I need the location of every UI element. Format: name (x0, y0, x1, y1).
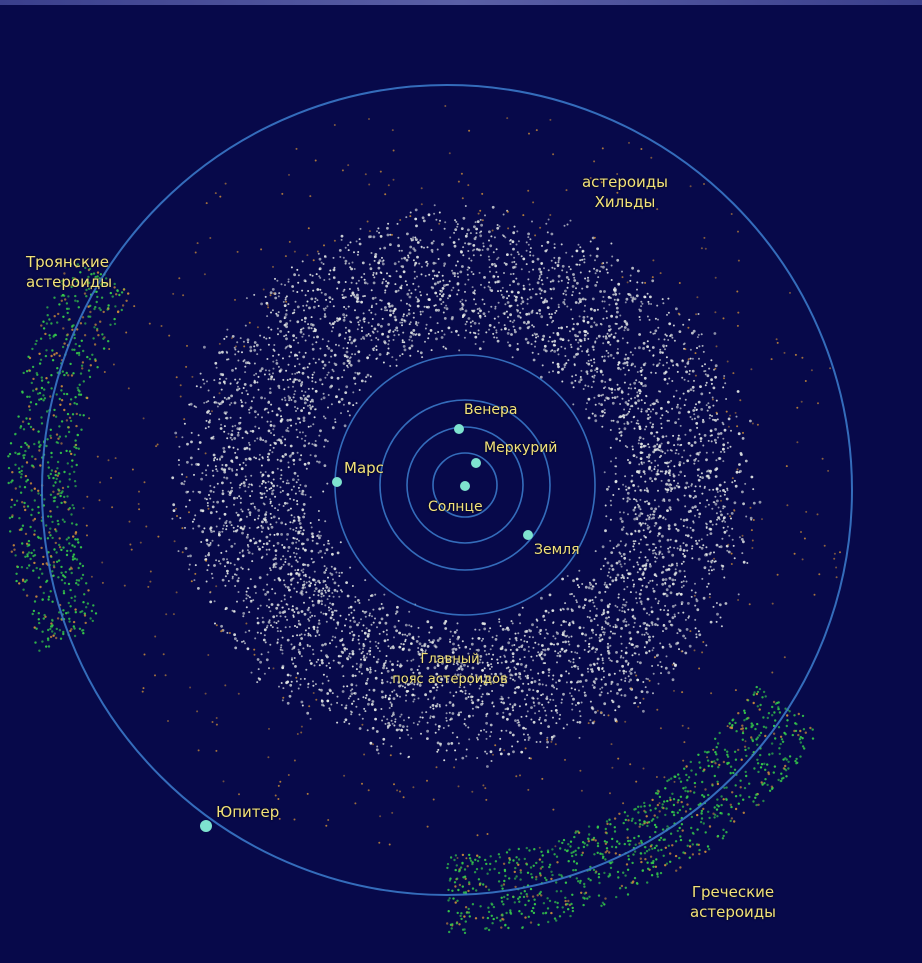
top-band (0, 0, 922, 5)
earth-dot (523, 530, 533, 540)
planet-layer (200, 424, 533, 832)
jupiter-orbit (41, 84, 853, 896)
trojans-label: Троянские астероиды (26, 253, 113, 291)
earth-orbit (379, 399, 551, 571)
venus-dot (454, 424, 464, 434)
jupiter-label: Юпитер (216, 803, 280, 821)
earth-label: Земля (534, 542, 580, 558)
mercury-dot (471, 458, 481, 468)
asteroid-dust-layer (7, 105, 841, 935)
main-belt-label: Главный пояс астероидов (392, 652, 508, 687)
sun-label: Солнце (428, 499, 483, 515)
hilda-label: астероиды Хильды (581, 173, 669, 211)
mars-dot (332, 477, 342, 487)
mercury-label: Меркурий (484, 440, 558, 456)
sun-dot (460, 481, 470, 491)
mars-label: Марс (344, 459, 384, 477)
venus-label: Венера (464, 402, 518, 418)
greeks-label: Греческие астероиды (689, 883, 777, 921)
jupiter-dot (200, 820, 212, 832)
venus-orbit (406, 426, 524, 544)
mercury-orbit (432, 452, 498, 518)
